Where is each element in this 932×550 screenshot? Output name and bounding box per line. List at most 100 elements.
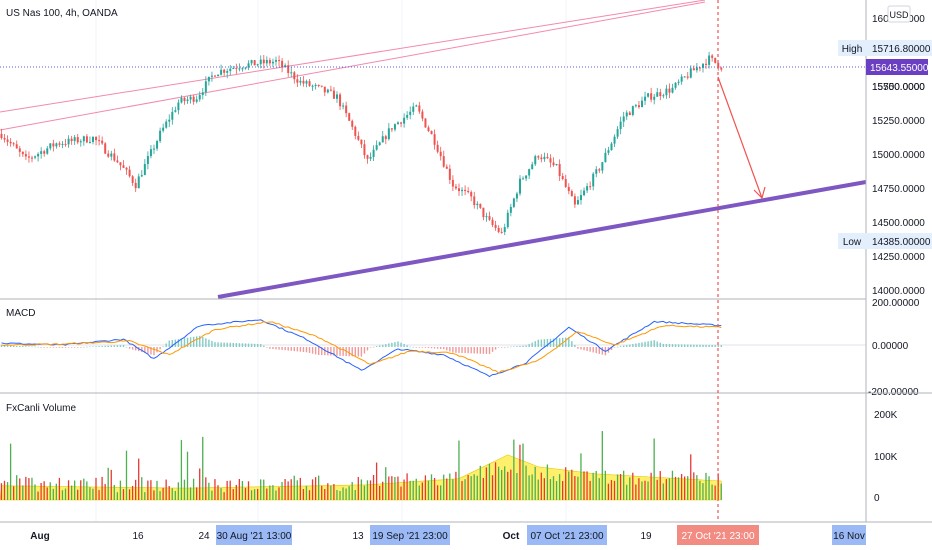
macd-histogram-bar [369, 347, 372, 348]
volume-bar [52, 488, 54, 500]
candle-body [85, 136, 88, 143]
volume-bar [345, 488, 347, 500]
channel-lines[interactable] [0, 0, 706, 131]
candle-body [317, 84, 320, 86]
macd-histogram-bar [687, 344, 689, 347]
macd-histogram-bar [382, 344, 384, 347]
volume-bar [238, 478, 240, 500]
volume-bar [266, 488, 268, 500]
currency-button[interactable]: USD [887, 5, 911, 23]
volume-bar [455, 471, 457, 500]
macd-histogram-bar [552, 338, 555, 347]
macd-histogram-bar [644, 341, 646, 347]
macd-histogram-bar [147, 347, 149, 354]
macd-histogram-bar [534, 341, 536, 347]
macd-pane[interactable]: MACD [0, 298, 932, 378]
price-pane[interactable]: US Nas 100, 4h, OANDA [0, 0, 867, 522]
candle-body [110, 153, 113, 157]
macd-histogram-bar [314, 347, 317, 355]
candle-body [122, 165, 125, 168]
candle-body [525, 175, 528, 179]
macd-histogram-bar [577, 347, 579, 349]
candle-body [52, 143, 55, 147]
candle-body [363, 144, 366, 156]
volume-bar [141, 477, 143, 500]
macd-histogram-bar [86, 346, 88, 348]
volume-bar [702, 483, 704, 500]
volume-bar [629, 477, 631, 500]
candle-body [128, 169, 131, 177]
support-trendline[interactable] [217, 180, 867, 299]
volume-bar [281, 482, 283, 500]
volume-bar [125, 450, 128, 500]
macd-histogram-bar [494, 347, 497, 350]
macd-histogram-bar [128, 347, 131, 349]
macd-histogram-bar [680, 344, 683, 347]
macd-histogram-bar [650, 340, 652, 347]
channel-upper-line[interactable] [0, 0, 706, 113]
macd-histogram-bar [583, 347, 585, 351]
macd-histogram-bar [461, 347, 463, 353]
volume-bar [278, 487, 280, 500]
volume-bar [342, 487, 344, 500]
volume-pane[interactable]: FxCanli Volume [0, 392, 932, 501]
volume-bar [202, 436, 204, 500]
volume-bar [531, 474, 533, 500]
volume-bar [424, 475, 427, 500]
volume-bar [321, 485, 323, 500]
macd-histogram-bar [266, 347, 268, 348]
macd-histogram-bar [452, 347, 454, 353]
candle-body [131, 176, 134, 183]
price-scale[interactable]: 16000.0000 15750.0000 15500.0000 15250.0… [838, 0, 932, 522]
volume-bar [311, 479, 314, 500]
candle-body [217, 74, 220, 77]
volume-bar [586, 471, 588, 500]
macd-histogram-bar [497, 347, 500, 348]
macd-histogram-bar [46, 347, 48, 348]
svg-text:USD: USD [889, 10, 909, 20]
macd-histogram-bar [629, 344, 631, 347]
macd-histogram-bar [565, 337, 567, 347]
chart-title: US Nas 100, 4h, OANDA [6, 8, 118, 19]
macd-histogram-bar [110, 345, 112, 347]
volume-bar [244, 487, 247, 500]
macd-histogram-bar [67, 347, 70, 348]
candle-body [250, 60, 253, 64]
macd-histogram-bar [37, 346, 39, 348]
volume-tick-label: 100K [874, 452, 898, 463]
macd-histogram-bar [363, 347, 366, 354]
volume-bar [333, 483, 335, 500]
candle-body [418, 105, 421, 112]
volume-bar [406, 473, 408, 500]
candle-body [49, 143, 52, 149]
candle-body [98, 140, 101, 142]
macd-histogram-bar [263, 345, 265, 347]
volume-bar [189, 487, 192, 500]
projection-arrow[interactable] [717, 76, 766, 200]
macd-histogram-bar [302, 347, 305, 352]
volume-bar [135, 479, 137, 500]
volume-bar [153, 490, 155, 500]
time-axis[interactable]: Aug 16 24 13 Oct 19 30 Aug '21 13:00 19 … [0, 521, 932, 550]
macd-histogram-bar [595, 347, 597, 354]
candle-body [705, 63, 708, 65]
macd-histogram-bar [537, 339, 539, 347]
candle-body [570, 191, 573, 197]
macd-histogram-bar [171, 340, 173, 347]
volume-bar [324, 489, 326, 500]
candle-body [70, 138, 73, 142]
volume-tick-label: 0 [874, 493, 880, 504]
candle-body [195, 99, 198, 102]
volume-title: FxCanli Volume [6, 403, 76, 414]
channel-lower-line[interactable] [0, 1, 706, 131]
macd-histogram-bar [58, 347, 61, 348]
candle-body [552, 162, 555, 166]
volume-bar [601, 431, 603, 500]
volume-bar [613, 480, 616, 500]
volume-bar [34, 484, 36, 500]
macd-histogram-bar [101, 346, 103, 347]
volume-bar [690, 454, 692, 500]
volume-bar [449, 473, 451, 500]
macd-histogram-bar [214, 342, 216, 347]
